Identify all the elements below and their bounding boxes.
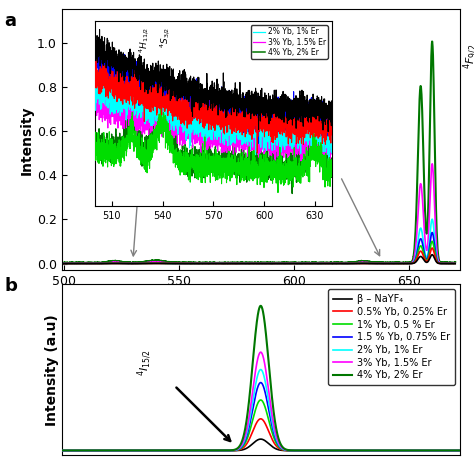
Text: $^4I_{15/2}$: $^4I_{15/2}$ (135, 348, 154, 375)
Text: a: a (5, 12, 17, 30)
Legend: β – NaYF₄, 0.5% Yb, 0.25% Er, 1% Yb, 0.5 % Er, 1.5 % Yb, 0.75% Er, 2% Yb, 1% Er,: β – NaYF₄, 0.5% Yb, 0.25% Er, 1% Yb, 0.5… (328, 289, 455, 385)
Y-axis label: Intensity (a.u): Intensity (a.u) (45, 314, 59, 426)
Legend: 2% Yb, 1% Er, 3% Yb, 1.5% Er, 4% Yb, 2% Er: 2% Yb, 1% Er, 3% Yb, 1.5% Er, 4% Yb, 2% … (251, 25, 328, 59)
X-axis label: Wavelength (nm): Wavelength (nm) (193, 293, 328, 308)
Y-axis label: Intensity: Intensity (20, 105, 34, 174)
Text: $^4S_{3/2}$: $^4S_{3/2}$ (159, 27, 173, 48)
Text: b: b (5, 277, 18, 295)
Text: $^4H_{11/2}$: $^4H_{11/2}$ (137, 27, 152, 53)
Text: $^4F_{9/2}$: $^4F_{9/2}$ (462, 44, 474, 69)
